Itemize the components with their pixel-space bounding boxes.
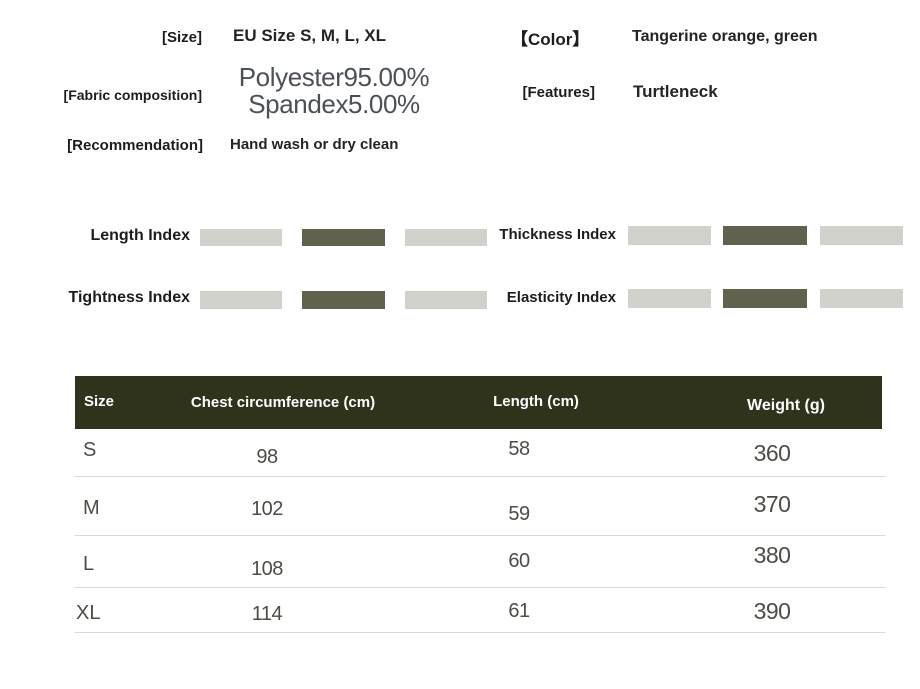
fabric-line-1: Polyester95.00%: [238, 62, 430, 92]
column-header-length: Length (cm): [493, 393, 579, 410]
index-segment: [302, 291, 385, 309]
length-index: Length Index: [0, 227, 490, 249]
elasticity-index-label: Elasticity Index: [506, 289, 616, 306]
index-segment: [405, 291, 487, 309]
color-value: Tangerine orange, green: [632, 28, 818, 45]
cell-chest: 98: [256, 446, 278, 468]
table-row-m: M 102 59 370: [75, 478, 885, 536]
features-label: [Features]: [522, 84, 595, 101]
cell-length: 59: [508, 503, 530, 525]
table-row-l: L 108 60 380: [75, 536, 885, 588]
index-segment: [628, 226, 711, 245]
fabric-composition-label: [Fabric composition]: [63, 87, 202, 103]
fabric-composition-value: Polyester95.00% Spandex5.00%: [224, 64, 444, 118]
length-index-label: Length Index: [90, 227, 190, 244]
thickness-index-label: Thickness Index: [499, 226, 616, 243]
index-segment: [200, 291, 282, 309]
size-value: EU Size S, M, L, XL: [233, 26, 387, 45]
index-segment: [200, 229, 282, 246]
cell-size: L: [83, 553, 95, 575]
column-header-chest: Chest circumference (cm): [190, 394, 376, 411]
thickness-index: Thickness Index: [433, 225, 920, 247]
cell-size: XL: [76, 602, 101, 624]
cell-chest: 108: [251, 558, 283, 580]
column-header-size: Size: [84, 393, 115, 410]
index-segment: [405, 229, 487, 246]
tightness-index: Tightness Index: [0, 289, 490, 311]
cell-weight: 370: [753, 491, 791, 517]
column-header-weight: Weight (g): [747, 397, 825, 414]
index-segment: [723, 226, 807, 245]
cell-length: 60: [508, 550, 530, 572]
recommendation-value: Hand wash or dry clean: [230, 136, 399, 153]
cell-length: 58: [508, 438, 530, 460]
cell-chest: 102: [251, 498, 283, 520]
table-row-s: S 98 58 360: [75, 429, 885, 477]
cell-weight: 390: [753, 598, 791, 624]
table-row-xl: XL 114 61 390: [75, 588, 885, 633]
cell-chest: 114: [251, 603, 283, 625]
index-segment: [820, 226, 903, 245]
recommendation-label: [Recommendation]: [67, 137, 203, 154]
size-table-header: Size Chest circumference (cm) Length (cm…: [75, 376, 882, 429]
size-label: [Size]: [161, 29, 202, 46]
color-label: 【Color】: [511, 30, 590, 49]
cell-size: S: [83, 439, 97, 461]
cell-size: M: [83, 497, 100, 519]
tightness-index-label: Tightness Index: [68, 289, 190, 306]
fabric-line-2: Spandex5.00%: [248, 89, 420, 119]
index-segment: [723, 289, 807, 308]
index-segment: [302, 229, 385, 246]
index-segment: [628, 289, 711, 308]
cell-weight: 360: [753, 440, 791, 466]
cell-length: 61: [508, 600, 530, 622]
elasticity-index: Elasticity Index: [433, 288, 920, 310]
index-segment: [820, 289, 903, 308]
cell-weight: 380: [753, 542, 791, 568]
features-value: Turtleneck: [633, 82, 718, 101]
